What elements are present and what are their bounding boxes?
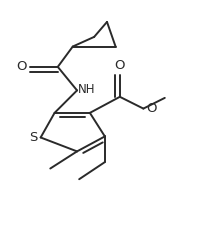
Text: O: O	[16, 60, 27, 73]
Text: O: O	[114, 59, 125, 72]
Text: NH: NH	[78, 83, 95, 96]
Text: O: O	[146, 102, 157, 115]
Text: S: S	[29, 131, 37, 144]
